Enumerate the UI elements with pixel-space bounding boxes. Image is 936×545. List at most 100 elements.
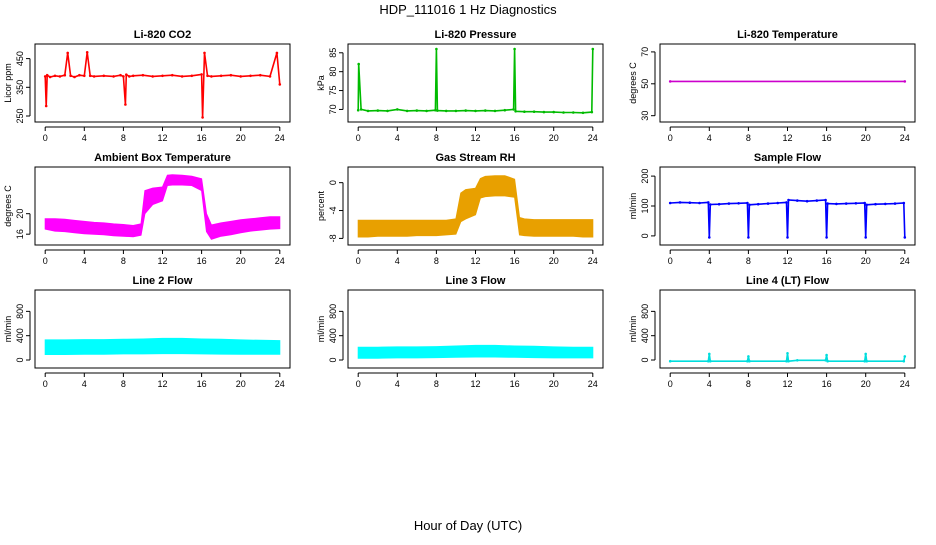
- data-point: [278, 83, 282, 86]
- x-tick-label: 4: [395, 133, 400, 143]
- y-tick-label: 0: [640, 233, 650, 238]
- data-point: [708, 236, 711, 239]
- data-point: [513, 47, 516, 51]
- x-tick-label: 8: [746, 133, 751, 143]
- data-point: [53, 74, 57, 78]
- data-point: [474, 109, 477, 113]
- y-axis-label: percent: [316, 190, 326, 221]
- x-tick-label: 16: [510, 256, 520, 266]
- chart-panel-6: Sample Flow ml/min 0 4 8 12 16 20 24 0 100 200: [628, 152, 916, 266]
- data-series: [357, 175, 594, 238]
- data-point: [92, 75, 96, 78]
- data-point: [786, 236, 789, 239]
- data-point: [151, 75, 154, 78]
- y-tick-label: -4: [328, 207, 338, 215]
- data-point: [826, 202, 829, 205]
- plot-frame: [34, 43, 291, 123]
- x-tick-label: 4: [707, 256, 712, 266]
- data-series: [668, 352, 907, 363]
- y-axis-label: ml/min: [628, 316, 638, 343]
- data-point: [43, 75, 47, 78]
- figure-x-axis-label: Hour of Day (UTC): [413, 518, 523, 533]
- x-tick-label: 12: [782, 256, 792, 266]
- data-point: [786, 352, 789, 355]
- data-point: [122, 75, 125, 78]
- x-tick-label: 12: [157, 133, 167, 143]
- data-point: [484, 109, 487, 112]
- data-point: [268, 75, 272, 78]
- x-tick-label: 12: [157, 379, 167, 389]
- data-point: [708, 352, 711, 356]
- x-tick-label: 20: [236, 256, 246, 266]
- data-point: [219, 74, 223, 78]
- x-tick-label: 0: [43, 133, 48, 143]
- data-point: [63, 73, 67, 77]
- data-series: [44, 337, 281, 355]
- x-tick-label: 24: [588, 133, 598, 143]
- data-point: [454, 109, 458, 113]
- x-tick-label: 20: [236, 133, 246, 143]
- data-point: [73, 75, 76, 79]
- data-point: [796, 359, 799, 362]
- data-band: [44, 337, 281, 355]
- x-tick-label: 12: [157, 256, 167, 266]
- x-tick-label: 0: [668, 133, 673, 143]
- data-point: [58, 75, 62, 78]
- data-series: [357, 344, 594, 359]
- chart-panel-9: Line 4 (LT) Flow ml/min 0 4 8 12 16 20 24 0 400 800: [628, 275, 916, 389]
- x-tick-label: 0: [43, 379, 48, 389]
- data-point: [796, 199, 799, 202]
- data-point: [357, 62, 361, 66]
- data-point: [688, 201, 692, 204]
- y-tick-label: 0: [328, 358, 338, 363]
- data-point: [864, 352, 867, 356]
- x-tick-label: 8: [121, 133, 126, 143]
- chart-title: Li-820 Temperature: [737, 29, 838, 41]
- data-point: [386, 109, 389, 113]
- data-point: [128, 75, 131, 78]
- data-point: [514, 110, 517, 113]
- x-tick-label: 4: [82, 256, 87, 266]
- data-line: [44, 52, 281, 118]
- data-point: [190, 74, 194, 78]
- data-point: [844, 202, 848, 205]
- data-point: [717, 202, 721, 206]
- x-tick-label: 20: [549, 133, 559, 143]
- x-tick-label: 0: [356, 379, 361, 389]
- data-point: [903, 355, 907, 358]
- data-point: [356, 108, 360, 112]
- data-point: [709, 203, 712, 206]
- data-point: [902, 359, 906, 363]
- y-tick-label: 100: [640, 198, 650, 213]
- data-point: [366, 109, 370, 113]
- data-point: [562, 111, 565, 114]
- data-series: [356, 47, 595, 115]
- x-tick-label: 8: [434, 133, 439, 143]
- y-tick-label: -8: [328, 234, 338, 242]
- data-point: [171, 73, 174, 77]
- data-point: [464, 109, 468, 112]
- data-point: [436, 109, 439, 112]
- x-tick-label: 24: [275, 379, 285, 389]
- data-point: [903, 80, 907, 83]
- y-tick-label: 400: [640, 328, 650, 343]
- data-point: [180, 75, 184, 78]
- y-tick-label: 0: [328, 180, 338, 185]
- x-tick-label: 4: [707, 133, 712, 143]
- x-tick-label: 8: [746, 379, 751, 389]
- plot-frame: [347, 166, 604, 246]
- data-point: [124, 103, 127, 106]
- data-point: [824, 198, 827, 202]
- data-point: [591, 47, 595, 51]
- data-point: [756, 202, 760, 206]
- data-point: [748, 203, 751, 207]
- data-point: [865, 203, 868, 207]
- y-axis-label: kPa: [316, 75, 326, 91]
- data-point: [787, 359, 790, 363]
- data-point: [826, 359, 829, 363]
- data-band: [357, 344, 594, 359]
- data-point: [434, 108, 437, 112]
- data-point: [884, 202, 887, 206]
- x-tick-label: 20: [549, 256, 559, 266]
